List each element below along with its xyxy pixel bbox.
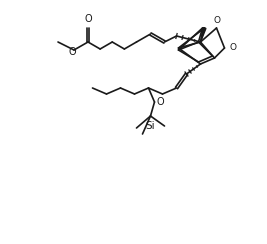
Text: O: O [68, 47, 76, 57]
Text: O: O [84, 14, 92, 24]
Text: O: O [230, 43, 237, 52]
Polygon shape [201, 28, 206, 42]
Text: O: O [156, 97, 164, 107]
Text: O: O [214, 16, 221, 25]
Text: Si: Si [146, 121, 155, 131]
